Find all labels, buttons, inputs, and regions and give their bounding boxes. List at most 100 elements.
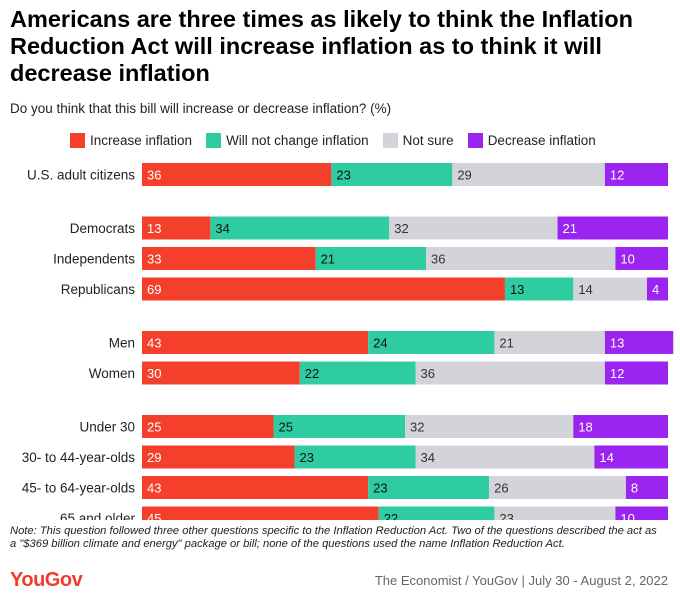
category-label-30-to-44-year-olds: 30- to 44-year-olds (22, 450, 136, 465)
bar-segment-not-sure-65-and-older (494, 506, 616, 520)
data-label-increase-65-and-older: 45 (147, 511, 161, 520)
data-label-decrease-u-s-adult-citizens: 12 (610, 168, 624, 183)
bar-segment-not-sure-45-to-64-year-olds (489, 476, 626, 499)
bar-segment-no-change-45-to-64-year-olds (368, 476, 490, 499)
bar-segment-no-change-independents (315, 247, 427, 270)
bar-segment-no-change-democrats (210, 216, 390, 240)
category-label-65-and-older: 65 and older (60, 511, 136, 520)
category-label-democrats: Democrats (70, 221, 136, 236)
bar-segment-no-change-women (299, 361, 416, 385)
bar-segment-increase-men (142, 331, 369, 354)
category-label-45-to-64-year-olds: 45- to 64-year-olds (22, 481, 136, 496)
yougov-logo: YouGov (10, 569, 83, 591)
legend-item-not-sure: Not sure (382, 132, 454, 148)
legend-swatch-no-change (206, 132, 222, 148)
legend-label-decrease: Decrease inflation (487, 132, 596, 148)
bar-segment-not-sure-democrats (389, 216, 558, 240)
bar-segment-no-change-65-and-older (378, 506, 495, 520)
category-label-women: Women (89, 366, 135, 381)
stacked-bar-chart: U.S. adult citizens 36 23 29 12 Democrats 13 34… (22, 163, 674, 520)
bar-segment-decrease-independents (615, 247, 668, 270)
bar-segment-increase-independents (142, 247, 316, 270)
bar-segment-decrease-men (604, 331, 674, 354)
data-label-decrease-men: 13 (610, 336, 624, 351)
chart-title: Americans are three times as likely to t… (10, 6, 633, 86)
source-line: The Economist / YouGov | July 30 - Augus… (374, 573, 668, 588)
data-label-no-change-democrats: 34 (215, 221, 229, 236)
bar-segment-decrease-30-to-44-year-olds (594, 445, 668, 469)
legend-item-increase: Increase inflation (70, 132, 193, 148)
data-label-increase-under-30: 25 (147, 420, 161, 435)
legend-swatch-decrease (467, 132, 483, 148)
data-label-no-change-45-to-64-year-olds: 23 (373, 481, 387, 496)
data-label-increase-45-to-64-year-olds: 43 (147, 481, 161, 496)
data-label-decrease-45-to-64-year-olds: 8 (631, 481, 638, 496)
data-label-not-sure-under-30: 32 (410, 420, 424, 435)
bar-segment-not-sure-u-s-adult-citizens (452, 163, 605, 186)
data-label-not-sure-independents: 36 (431, 252, 445, 267)
bar-segment-increase-republicans (142, 277, 505, 301)
bar-segment-not-sure-30-to-44-year-olds (415, 445, 595, 469)
data-label-not-sure-men: 21 (499, 336, 513, 351)
legend-item-no-change: Will not change inflation (206, 132, 369, 148)
bar-segment-decrease-democrats (557, 216, 668, 240)
bar-segment-increase-democrats (142, 216, 211, 240)
data-label-decrease-democrats: 21 (563, 221, 577, 236)
category-label-republicans: Republicans (61, 282, 136, 297)
bar-segment-increase-women (142, 361, 300, 385)
data-label-no-change-under-30: 25 (279, 420, 293, 435)
bar-segment-decrease-u-s-adult-citizens (604, 163, 668, 186)
data-label-no-change-65-and-older: 22 (384, 511, 398, 520)
data-label-increase-men: 43 (147, 336, 161, 351)
category-label-men: Men (109, 336, 135, 351)
bar-segment-increase-30-to-44-year-olds (142, 445, 295, 469)
data-label-no-change-30-to-44-year-olds: 23 (300, 450, 314, 465)
chart-subtitle: Do you think that this bill will increas… (10, 101, 392, 116)
data-label-not-sure-republicans: 14 (578, 282, 592, 297)
category-label-under-30: Under 30 (79, 420, 135, 435)
data-label-no-change-women: 22 (305, 366, 319, 381)
legend-swatch-not-sure (382, 132, 398, 148)
bar-segment-no-change-under-30 (273, 415, 405, 438)
bar-segment-no-change-30-to-44-year-olds (294, 445, 416, 469)
data-label-not-sure-women: 36 (421, 366, 435, 381)
data-label-not-sure-65-and-older: 23 (499, 511, 513, 520)
data-label-no-change-republicans: 13 (510, 282, 524, 297)
data-label-not-sure-45-to-64-year-olds: 26 (494, 481, 508, 496)
bar-segment-decrease-republicans (646, 277, 668, 301)
bar-segment-increase-u-s-adult-citizens (142, 163, 332, 186)
bar-segment-no-change-republicans (504, 277, 574, 301)
legend-label-not-sure: Not sure (402, 132, 454, 148)
data-label-decrease-independents: 10 (620, 252, 634, 267)
legend: Increase inflation Will not change infla… (70, 131, 610, 149)
bar-segment-no-change-men (368, 331, 495, 354)
data-label-no-change-men: 24 (373, 336, 387, 351)
bar-segment-not-sure-republicans (573, 277, 647, 301)
legend-item-decrease: Decrease inflation (467, 132, 596, 148)
data-label-decrease-65-and-older: 10 (620, 511, 634, 520)
bar-segment-decrease-under-30 (573, 415, 668, 438)
data-label-no-change-u-s-adult-citizens: 23 (336, 168, 350, 183)
data-label-increase-independents: 33 (147, 252, 161, 267)
data-label-increase-republicans: 69 (147, 282, 161, 297)
bar-segment-not-sure-women (415, 361, 605, 385)
data-label-decrease-30-to-44-year-olds: 14 (599, 450, 613, 465)
bar-segment-not-sure-under-30 (405, 415, 574, 438)
data-label-no-change-independents: 21 (321, 252, 335, 267)
data-label-decrease-republicans: 4 (652, 282, 659, 297)
bar-segment-decrease-women (604, 361, 668, 385)
footnote: Note: This question followed three other… (10, 525, 657, 550)
bar-segment-decrease-45-to-64-year-olds (625, 476, 668, 499)
data-label-increase-women: 30 (147, 366, 161, 381)
legend-label-increase: Increase inflation (90, 132, 193, 148)
data-label-decrease-under-30: 18 (578, 420, 592, 435)
data-label-not-sure-30-to-44-year-olds: 34 (421, 450, 435, 465)
bar-segment-no-change-u-s-adult-citizens (331, 163, 453, 186)
bar-segment-not-sure-independents (426, 247, 616, 270)
bar-segment-increase-under-30 (142, 415, 274, 438)
bar-segment-decrease-65-and-older (615, 506, 668, 520)
data-label-increase-democrats: 13 (147, 221, 161, 236)
legend-label-no-change: Will not change inflation (226, 132, 369, 148)
bar-segment-increase-45-to-64-year-olds (142, 476, 369, 499)
data-label-increase-30-to-44-year-olds: 29 (147, 450, 161, 465)
